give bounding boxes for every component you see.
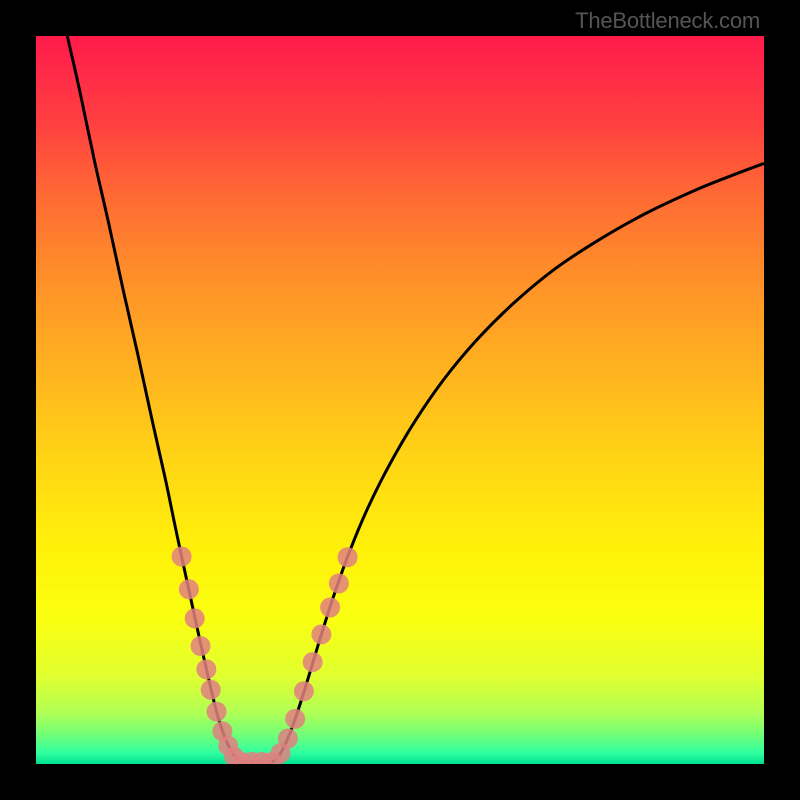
marker-point bbox=[185, 608, 205, 628]
plot-area bbox=[36, 36, 764, 764]
marker-point bbox=[191, 636, 211, 656]
marker-point bbox=[196, 659, 216, 679]
marker-point bbox=[338, 547, 358, 567]
marker-point bbox=[303, 652, 323, 672]
marker-point bbox=[329, 573, 349, 593]
marker-point bbox=[311, 624, 331, 644]
marker-point bbox=[172, 547, 192, 567]
marker-point bbox=[285, 709, 305, 729]
curve-left-branch bbox=[67, 36, 242, 762]
curve-right-branch bbox=[273, 163, 764, 761]
marker-point bbox=[294, 681, 314, 701]
marker-group bbox=[172, 547, 358, 764]
watermark-text: TheBottleneck.com bbox=[575, 8, 760, 34]
marker-point bbox=[278, 729, 298, 749]
chart-svg bbox=[36, 36, 764, 764]
marker-point bbox=[320, 597, 340, 617]
marker-point bbox=[207, 702, 227, 722]
marker-point bbox=[179, 579, 199, 599]
marker-point bbox=[201, 680, 221, 700]
